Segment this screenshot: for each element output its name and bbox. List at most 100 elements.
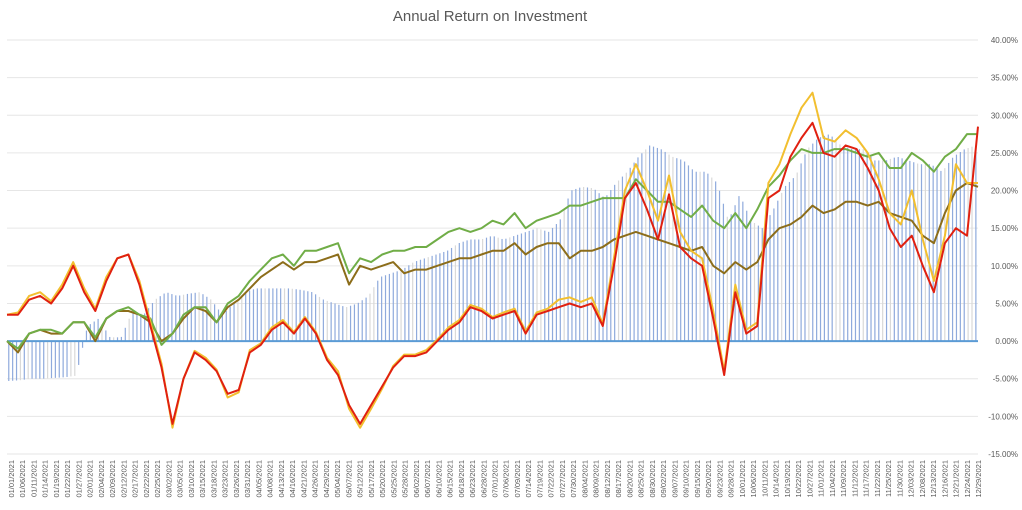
- bar: [909, 160, 911, 342]
- x-tick-label: 03/02/2021: [164, 460, 173, 498]
- bar: [590, 187, 592, 342]
- bar: [462, 241, 464, 342]
- bar: [781, 192, 783, 342]
- x-tick-label: 08/30/2021: [648, 460, 657, 498]
- x-tick-label: 07/27/2021: [558, 460, 567, 498]
- bar: [349, 305, 352, 342]
- bar: [489, 236, 491, 342]
- bar: [602, 196, 604, 342]
- bar: [435, 254, 437, 342]
- x-tick-label: 01/19/2021: [52, 460, 61, 498]
- y-tick-label: 0.00%: [995, 337, 1018, 346]
- y-axis-ticks: 40.00% 35.00% 30.00% 25.00% 20.00% 15.00% 10.0…: [988, 36, 1018, 459]
- bar: [567, 198, 569, 342]
- bar: [233, 303, 235, 342]
- bar: [365, 297, 367, 342]
- bar: [43, 341, 45, 379]
- bar: [404, 267, 406, 342]
- bar: [408, 265, 410, 342]
- bar: [501, 238, 503, 342]
- bar: [784, 185, 787, 342]
- bar: [932, 165, 934, 342]
- x-tick-label: 10/22/2021: [794, 460, 803, 498]
- bar: [652, 146, 655, 342]
- bar: [346, 307, 348, 342]
- bar: [563, 208, 565, 342]
- bar: [520, 233, 523, 342]
- bar: [711, 177, 713, 342]
- bar: [373, 287, 375, 342]
- bar: [27, 341, 29, 380]
- x-tick-label: 02/25/2021: [153, 460, 162, 498]
- x-tick-label: 01/06/2021: [18, 460, 27, 498]
- bar: [326, 300, 328, 342]
- x-tick-label: 06/10/2021: [434, 460, 443, 498]
- x-tick-label: 04/08/2021: [266, 460, 275, 498]
- x-tick-label: 08/12/2021: [603, 460, 612, 498]
- bar: [74, 341, 76, 376]
- bar: [248, 290, 251, 342]
- x-tick-label: 06/28/2021: [479, 460, 488, 498]
- bar: [544, 230, 546, 342]
- bar: [179, 295, 181, 342]
- bar: [882, 160, 884, 342]
- bar: [831, 136, 833, 342]
- bar: [482, 238, 484, 342]
- x-tick-label: 12/24/2021: [963, 460, 972, 498]
- bar: [893, 157, 895, 342]
- bar: [252, 289, 255, 342]
- bar: [905, 159, 907, 342]
- x-tick-label: 08/17/2021: [614, 460, 623, 498]
- bar: [691, 169, 693, 342]
- bar: [447, 250, 449, 342]
- bar: [777, 200, 779, 342]
- bar: [388, 273, 390, 342]
- bar: [443, 251, 445, 342]
- x-tick-label: 02/17/2021: [131, 460, 140, 498]
- bar: [967, 147, 969, 342]
- x-tick-label: 02/12/2021: [119, 460, 128, 498]
- bar: [955, 154, 958, 342]
- bar: [419, 259, 422, 342]
- bar: [850, 148, 853, 342]
- bar: [555, 224, 558, 342]
- bar: [769, 215, 771, 342]
- x-tick-label: 01/22/2021: [63, 460, 72, 498]
- x-tick-label: 09/15/2021: [693, 460, 702, 498]
- bar: [147, 308, 150, 342]
- x-tick-label: 11/22/2021: [873, 460, 882, 497]
- bar: [913, 162, 915, 342]
- x-tick-label: 03/23/2021: [221, 460, 230, 498]
- x-tick-label: 03/15/2021: [198, 460, 207, 498]
- x-tick-label: 08/09/2021: [592, 460, 601, 498]
- bar: [381, 276, 383, 342]
- bar: [291, 288, 293, 342]
- bar: [245, 291, 247, 342]
- bar: [843, 146, 845, 342]
- bar: [862, 149, 864, 342]
- bar: [377, 280, 379, 342]
- bar: [750, 219, 752, 342]
- bar: [629, 167, 631, 342]
- x-tick-label: 06/07/2021: [423, 460, 432, 498]
- bar: [792, 178, 794, 342]
- bar: [878, 160, 880, 342]
- bar: [827, 134, 829, 342]
- bar: [241, 295, 243, 342]
- bar: [610, 190, 612, 342]
- bar: [478, 239, 480, 342]
- bar: [109, 336, 111, 342]
- bar: [660, 149, 662, 342]
- bar: [466, 240, 468, 342]
- bar: [598, 193, 600, 342]
- bar: [734, 205, 736, 342]
- bar: [470, 239, 472, 342]
- bar: [15, 341, 18, 381]
- bar: [804, 154, 806, 342]
- bar: [819, 137, 822, 342]
- x-tick-label: 09/28/2021: [727, 460, 736, 498]
- bar: [582, 186, 585, 342]
- x-tick-label: 03/18/2021: [209, 460, 218, 498]
- bar: [936, 168, 938, 342]
